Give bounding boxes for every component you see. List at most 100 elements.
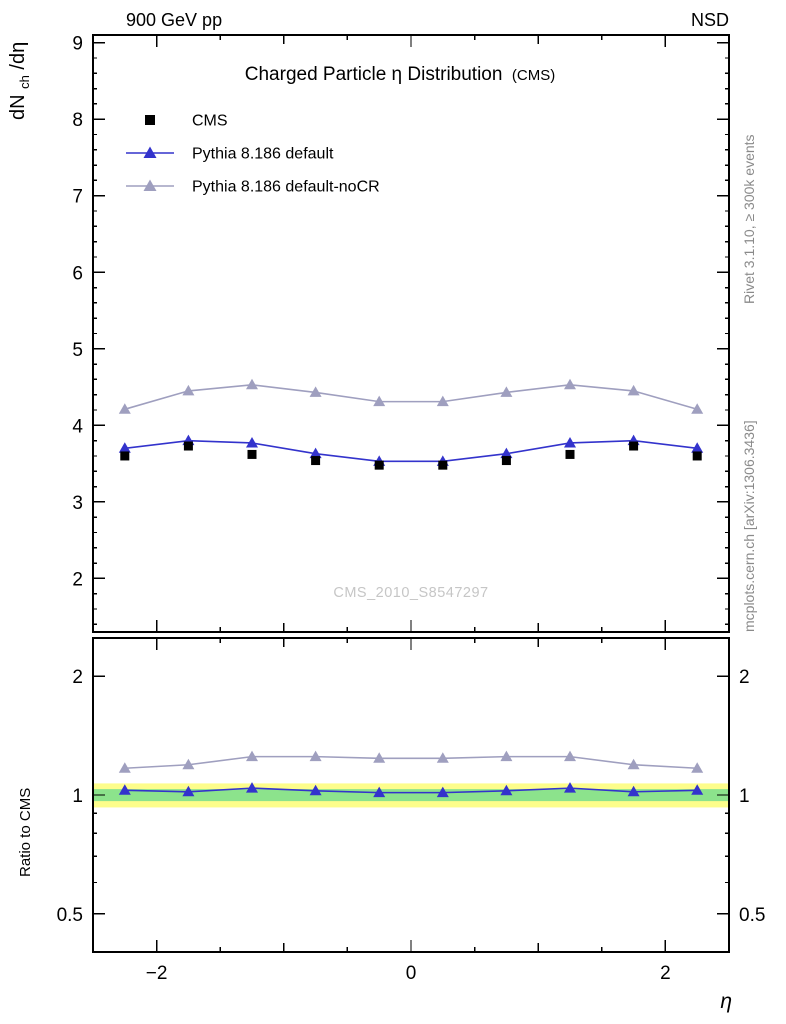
mcplots-credit-label: mcplots.cern.ch [arXiv:1306.3436] bbox=[741, 420, 757, 632]
marker-triangle bbox=[118, 784, 131, 795]
marker-triangle bbox=[182, 758, 195, 770]
marker-triangle bbox=[436, 752, 449, 763]
main-y-axis-title-post: /dη bbox=[7, 42, 29, 70]
marker-triangle bbox=[627, 384, 640, 396]
legend-label: CMS bbox=[192, 113, 228, 130]
marker-triangle bbox=[500, 386, 513, 397]
marker-triangle bbox=[627, 758, 640, 770]
series-pythia-8-186-default bbox=[118, 782, 704, 798]
marker-triangle bbox=[309, 386, 322, 397]
marker-square bbox=[438, 460, 448, 470]
marker-triangle bbox=[436, 395, 449, 407]
legend-label: Pythia 8.186 default-noCR bbox=[192, 179, 380, 196]
main-ytick-label: 4 bbox=[72, 416, 83, 437]
marker-triangle bbox=[500, 447, 513, 459]
marker-triangle bbox=[309, 784, 322, 796]
main-ytick-label: 5 bbox=[72, 340, 83, 361]
analysis-id-watermark: CMS_2010_S8547297 bbox=[333, 585, 488, 601]
main-y-axis-title-sub: ch bbox=[17, 75, 32, 89]
ratio-ytick-label-right: 2 bbox=[739, 667, 750, 688]
plot-title-text: Charged Particle η Distribution bbox=[245, 64, 503, 85]
main-ytick-label: 6 bbox=[72, 263, 83, 284]
marker-triangle bbox=[691, 784, 704, 795]
marker-triangle bbox=[246, 378, 258, 390]
legend-item-pythia-8-186-default-nocr: Pythia 8.186 default-noCR bbox=[126, 179, 380, 196]
marker-triangle bbox=[500, 784, 513, 796]
legend-item-pythia-8-186-default: Pythia 8.186 default bbox=[126, 146, 334, 163]
xtick-label: 0 bbox=[406, 963, 417, 984]
marker-triangle bbox=[118, 762, 131, 773]
marker-triangle bbox=[373, 752, 386, 763]
event-class-label: NSD bbox=[691, 10, 729, 30]
marker-triangle bbox=[118, 442, 131, 453]
main-y-axis-title-pre: dN bbox=[7, 94, 29, 120]
ratio-ytick-label-right: 0.5 bbox=[739, 905, 765, 926]
legend-triangle-marker bbox=[143, 146, 157, 158]
x-axis-title: η bbox=[720, 990, 732, 1013]
marker-triangle bbox=[118, 403, 131, 414]
main-ytick-label: 2 bbox=[72, 569, 83, 590]
marker-triangle bbox=[246, 782, 258, 793]
marker-triangle bbox=[246, 436, 258, 448]
marker-triangle bbox=[309, 750, 322, 762]
series-pythia-8-186-default bbox=[118, 434, 704, 466]
main-ytick-label: 3 bbox=[72, 493, 83, 514]
plot-layer: 2 3 4 5 6 7 8 9 0.5 0.5 1 1 2 2 −2 0 2 bbox=[57, 34, 766, 984]
marker-square bbox=[120, 451, 130, 461]
plot-title: Charged Particle η Distribution (CMS) bbox=[245, 64, 555, 85]
marker-triangle bbox=[182, 384, 195, 396]
legend: CMS Pythia 8.186 default Pythia 8.186 defa… bbox=[126, 113, 380, 196]
beam-energy-label: 900 GeV pp bbox=[126, 10, 222, 30]
legend-square-marker bbox=[145, 115, 155, 125]
main-panel: 2 3 4 5 6 7 8 9 bbox=[72, 34, 730, 633]
legend-triangle-marker bbox=[143, 179, 157, 191]
marker-triangle bbox=[373, 395, 386, 407]
marker-square bbox=[692, 451, 702, 461]
marker-square bbox=[565, 449, 575, 459]
marker-square bbox=[183, 441, 193, 451]
marker-triangle bbox=[691, 762, 704, 773]
marker-square bbox=[311, 456, 321, 466]
ratio-ytick-label-right: 1 bbox=[739, 786, 750, 807]
marker-triangle bbox=[246, 750, 258, 762]
marker-triangle bbox=[564, 436, 576, 448]
xtick-label: −2 bbox=[146, 963, 168, 984]
legend-label: Pythia 8.186 default bbox=[192, 146, 334, 163]
marker-triangle bbox=[564, 782, 576, 793]
ratio-panel: 0.5 0.5 1 1 2 2 −2 0 2 bbox=[57, 637, 765, 984]
main-ytick-label: 8 bbox=[72, 110, 83, 131]
series-pythia-8-186-default-nocr bbox=[118, 750, 704, 773]
inner-uncertainty-band bbox=[94, 789, 728, 802]
marker-triangle bbox=[182, 785, 195, 797]
main-ytick-label: 9 bbox=[72, 34, 83, 55]
rivet-version-label: Rivet 3.1.10, ≥ 300k events bbox=[741, 134, 757, 304]
xtick-label: 2 bbox=[660, 963, 671, 984]
legend-item-cms: CMS bbox=[145, 113, 228, 130]
ratio-ytick-label: 1 bbox=[72, 786, 83, 807]
main-y-axis-title: dN ch /dη bbox=[7, 42, 34, 120]
marker-square bbox=[247, 449, 257, 459]
marker-triangle bbox=[691, 403, 704, 414]
marker-square bbox=[501, 456, 511, 466]
ratio-ytick-label: 2 bbox=[72, 667, 83, 688]
marker-triangle bbox=[564, 378, 576, 390]
plot-title-suffix: (CMS) bbox=[512, 67, 555, 84]
marker-triangle bbox=[436, 786, 449, 798]
marker-triangle bbox=[373, 786, 386, 798]
marker-triangle bbox=[627, 785, 640, 797]
main-ytick-label: 7 bbox=[72, 187, 83, 208]
marker-triangle bbox=[564, 750, 576, 762]
ratio-ytick-label: 0.5 bbox=[57, 905, 83, 926]
marker-triangle bbox=[309, 447, 322, 459]
marker-triangle bbox=[691, 442, 704, 453]
series-cms bbox=[120, 441, 702, 470]
ratio-tick-marks bbox=[93, 638, 729, 952]
marker-triangle bbox=[500, 750, 513, 762]
marker-square bbox=[374, 460, 384, 470]
main-frame bbox=[92, 34, 730, 633]
series-pythia-8-186-default-nocr bbox=[118, 378, 704, 414]
marker-square bbox=[629, 441, 639, 451]
main-tick-marks bbox=[93, 35, 729, 632]
